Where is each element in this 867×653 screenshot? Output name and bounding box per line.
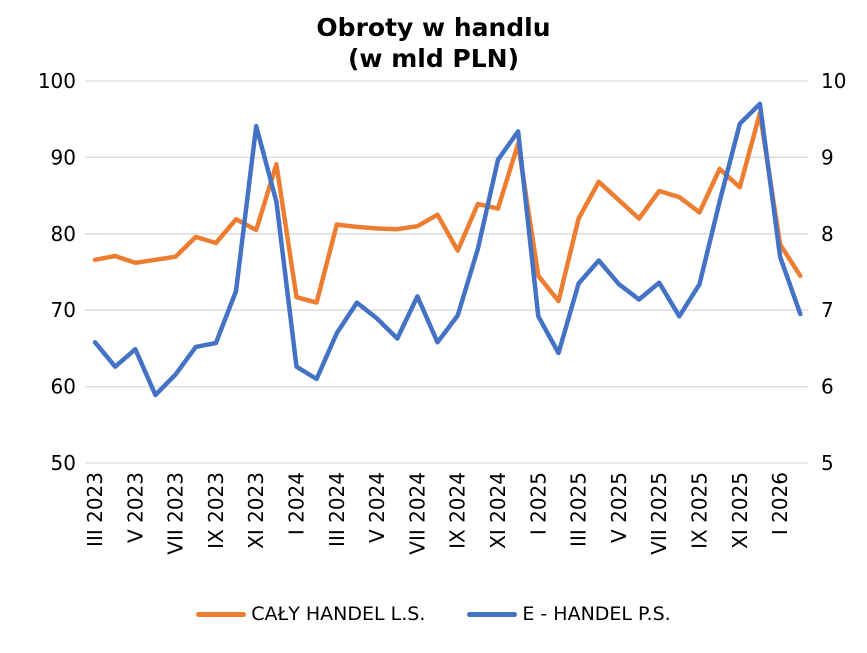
- series-line-e-handel: [92, 101, 803, 398]
- x-axis-label: IX 2024: [446, 472, 470, 549]
- x-axis-label: IX 2023: [204, 472, 228, 549]
- y-axis-left-label: 100: [38, 69, 76, 93]
- series-line-caly-handel: [92, 110, 803, 305]
- y-axis-left-label: 90: [51, 145, 76, 169]
- legend-swatch-caly-handel-icon: [196, 611, 247, 617]
- chart-title-line1: Obroty w handlu: [316, 13, 551, 42]
- x-axis-label: XI 2023: [244, 472, 268, 549]
- y-axis-left-label: 70: [51, 298, 76, 322]
- y-axis-right-label: 10: [821, 69, 846, 93]
- x-axis-label: VII 2023: [164, 472, 188, 555]
- x-axis-label: III 2024: [325, 472, 349, 547]
- y-axis-right-label: 6: [821, 375, 834, 399]
- x-axis-label: IX 2025: [688, 472, 712, 549]
- legend-swatch-e-handel-icon: [467, 611, 518, 617]
- x-axis-label: I 2026: [768, 472, 792, 535]
- x-axis-label: I 2024: [285, 472, 309, 535]
- x-axis-label: XI 2025: [728, 472, 752, 549]
- x-axis-label: VII 2025: [647, 472, 671, 555]
- y-axis-left-label: 60: [51, 375, 76, 399]
- x-axis-label: V 2025: [607, 472, 631, 543]
- x-axis-label: V 2024: [365, 472, 389, 543]
- x-axis-label: VII 2024: [405, 472, 429, 555]
- legend-label-caly-handel: CAŁY HANDEL L.S.: [251, 603, 426, 625]
- y-axis-left-label: 80: [51, 222, 76, 246]
- chart-title-line2: (w mld PLN): [347, 44, 520, 73]
- y-axis-right-label: 5: [821, 451, 834, 475]
- y-axis-right-label: 8: [821, 222, 834, 246]
- legend-label-e-handel: E - HANDEL P.S.: [522, 603, 671, 625]
- x-axis-label: III 2023: [83, 472, 107, 547]
- y-axis-left-label: 50: [51, 451, 76, 475]
- legend-item-e-handel: E - HANDEL P.S.: [467, 603, 671, 625]
- y-axis-right-label: 9: [821, 145, 834, 169]
- x-axis-label: III 2025: [567, 472, 591, 547]
- x-axis-label: XI 2024: [486, 472, 510, 549]
- legend: CAŁY HANDEL L.S. E - HANDEL P.S.: [0, 603, 867, 625]
- legend-item-caly-handel: CAŁY HANDEL L.S.: [196, 603, 425, 625]
- x-axis-label: I 2025: [526, 472, 550, 535]
- x-axis-label: V 2023: [123, 472, 147, 543]
- chart-title: Obroty w handlu (w mld PLN): [0, 12, 867, 74]
- y-axis-right-label: 7: [821, 298, 834, 322]
